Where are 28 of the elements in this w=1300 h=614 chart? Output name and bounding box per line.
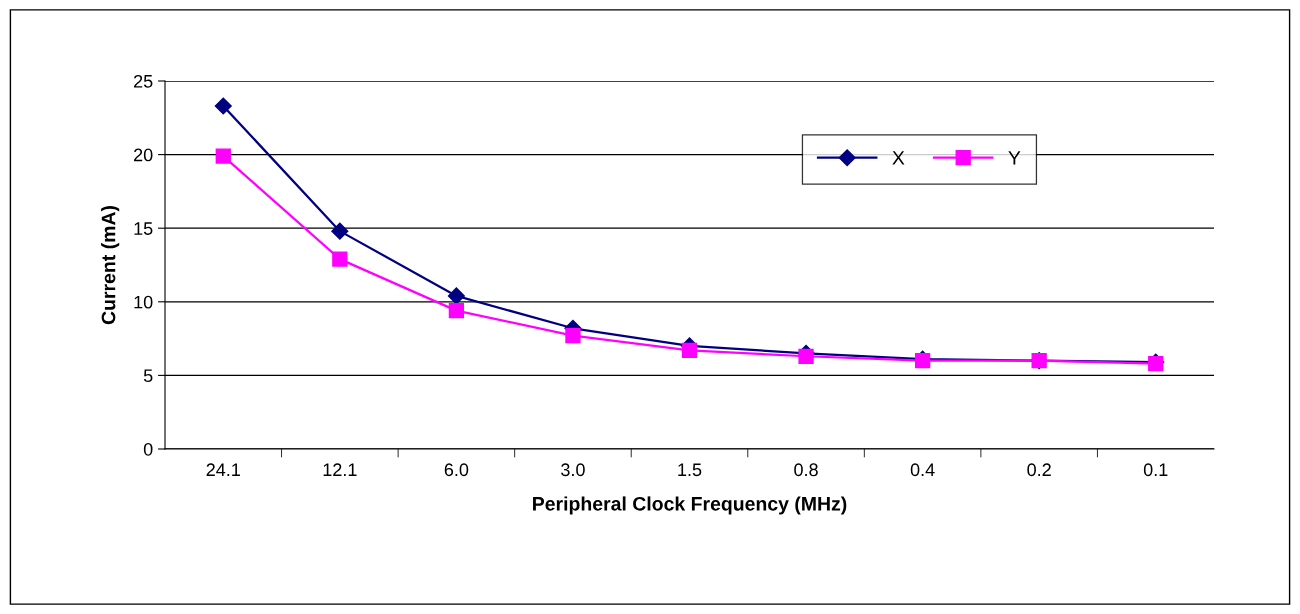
point xyxy=(681,342,698,359)
point xyxy=(447,287,465,305)
point xyxy=(214,97,232,115)
point xyxy=(331,222,349,240)
y-tick-label: 5 xyxy=(143,369,153,383)
x-tick-label: 1.5 xyxy=(678,463,702,477)
x-axis-title: Peripheral Clock Frequency (MHz) xyxy=(533,496,847,515)
x-tick-label: 3.0 xyxy=(561,463,585,477)
point xyxy=(448,302,465,319)
point xyxy=(565,328,581,344)
x-tick-label: 0.1 xyxy=(1143,463,1168,477)
x-tick-label: 6.0 xyxy=(444,463,469,477)
y-tick-label: 10 xyxy=(134,295,153,309)
y-axis-title: Current (mA) xyxy=(101,206,120,325)
legend-label: X xyxy=(892,151,905,165)
x-tick-label: 0.2 xyxy=(1027,463,1051,477)
point xyxy=(215,148,231,164)
x-tick-label: 0.4 xyxy=(910,463,935,477)
point xyxy=(332,251,348,267)
x-tick-label: 12.1 xyxy=(323,463,357,476)
x-tick-label: 0.8 xyxy=(794,463,818,477)
legend-label: Y xyxy=(1008,151,1021,165)
point xyxy=(798,348,814,364)
y-tick-label: 20 xyxy=(134,148,153,162)
y-tick-label: 0 xyxy=(143,442,153,456)
x-tick-label: 24.1 xyxy=(206,463,240,476)
y-tick-label: 15 xyxy=(134,222,153,235)
y-tick-label: 25 xyxy=(134,74,153,88)
